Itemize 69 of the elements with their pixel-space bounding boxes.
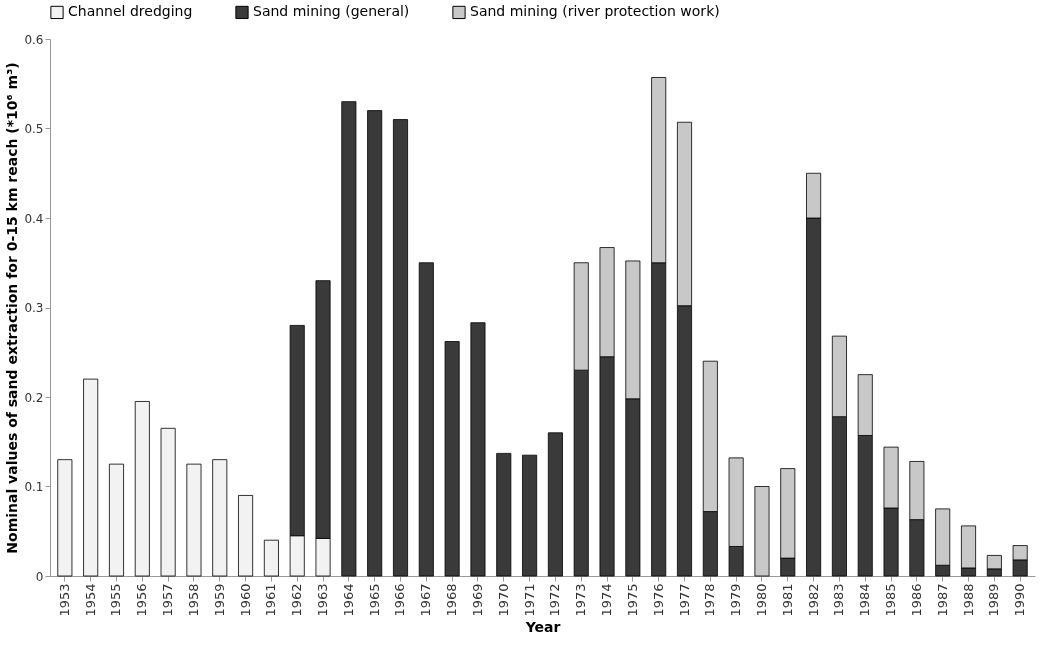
- x-tick-label: 1957: [160, 583, 176, 617]
- x-tick-label: 1973: [573, 583, 589, 617]
- x-tick-label: 1977: [676, 583, 692, 617]
- x-tick-label: 1988: [960, 583, 976, 617]
- y-axis-title: Nominal values of sand extraction for 0-15 km reach (*10⁶ m³): [4, 62, 21, 554]
- x-tick-label: 1986: [908, 583, 924, 617]
- bar: [108, 463, 124, 577]
- bar: [522, 454, 538, 577]
- x-tick-label: 1970: [495, 583, 511, 617]
- bar: [754, 486, 770, 577]
- x-tick-label: 1960: [237, 583, 253, 617]
- x-tick-label: 1961: [263, 583, 279, 617]
- x-tick-label: 1983: [831, 583, 847, 617]
- bar: [83, 378, 99, 577]
- bar: [57, 459, 73, 577]
- y-tick-label: 0.1: [24, 480, 44, 494]
- x-tick-label: 1974: [599, 583, 615, 617]
- x-tick-label: 1959: [211, 583, 227, 617]
- y-tick-label: 0.5: [24, 122, 44, 136]
- x-tick-label: 1954: [82, 583, 98, 617]
- bar: [470, 322, 486, 577]
- bar: [263, 539, 279, 577]
- x-tick-label: 1987: [934, 583, 950, 617]
- y-tick-label: 0.6: [24, 32, 44, 47]
- legend-label: Channel dredging: [68, 3, 193, 20]
- y-tick-label: 0.2: [24, 390, 44, 405]
- x-tick-label: 1967: [418, 583, 434, 617]
- bar: [212, 459, 228, 577]
- y-tick-label: 0: [35, 569, 44, 584]
- x-tick-label: 1984: [857, 583, 873, 617]
- x-tick-label: 1965: [366, 583, 382, 617]
- bar: [367, 110, 383, 577]
- bar: [392, 119, 408, 577]
- bar: [238, 495, 254, 577]
- x-tick-label: 1978: [702, 583, 718, 617]
- bar: [186, 463, 202, 577]
- x-tick-label: 1990: [1012, 583, 1028, 617]
- x-tick-label: 1981: [779, 583, 795, 617]
- x-tick-label: 1964: [340, 583, 356, 617]
- bar: [134, 401, 150, 577]
- x-tick-label: 1989: [986, 583, 1002, 617]
- x-tick-label: 1963: [315, 583, 331, 617]
- x-tick-label: 1982: [805, 583, 821, 617]
- y-tick-label: 0.4: [24, 211, 44, 226]
- x-tick-label: 1953: [56, 583, 72, 617]
- x-tick-label: 1968: [444, 583, 460, 617]
- bar: [547, 432, 563, 577]
- bar: [496, 452, 512, 577]
- legend-label: Sand mining (general): [253, 3, 410, 20]
- x-tick-label: 1980: [753, 583, 769, 617]
- y-tick-label: 0.3: [24, 301, 44, 315]
- bar: [418, 262, 434, 577]
- bar: [444, 341, 460, 577]
- x-tick-label: 1976: [650, 583, 666, 617]
- x-tick-label: 1955: [108, 583, 124, 617]
- x-tick-label: 1962: [289, 583, 305, 617]
- bar: [160, 427, 176, 577]
- x-tick-label: 1972: [547, 583, 563, 617]
- legend-label: Sand mining (river protection work): [470, 3, 720, 20]
- x-tick-label: 1956: [134, 583, 150, 617]
- x-tick-label: 1958: [185, 583, 201, 617]
- x-tick-label: 1985: [883, 583, 899, 617]
- x-tick-label: 1979: [728, 583, 744, 617]
- x-tick-label: 1975: [624, 583, 640, 617]
- x-tick-label: 1966: [392, 583, 408, 617]
- x-tick-label: 1969: [469, 583, 485, 617]
- bar: [341, 101, 357, 577]
- x-axis-title: Year: [524, 618, 561, 635]
- x-tick-label: 1971: [521, 583, 537, 617]
